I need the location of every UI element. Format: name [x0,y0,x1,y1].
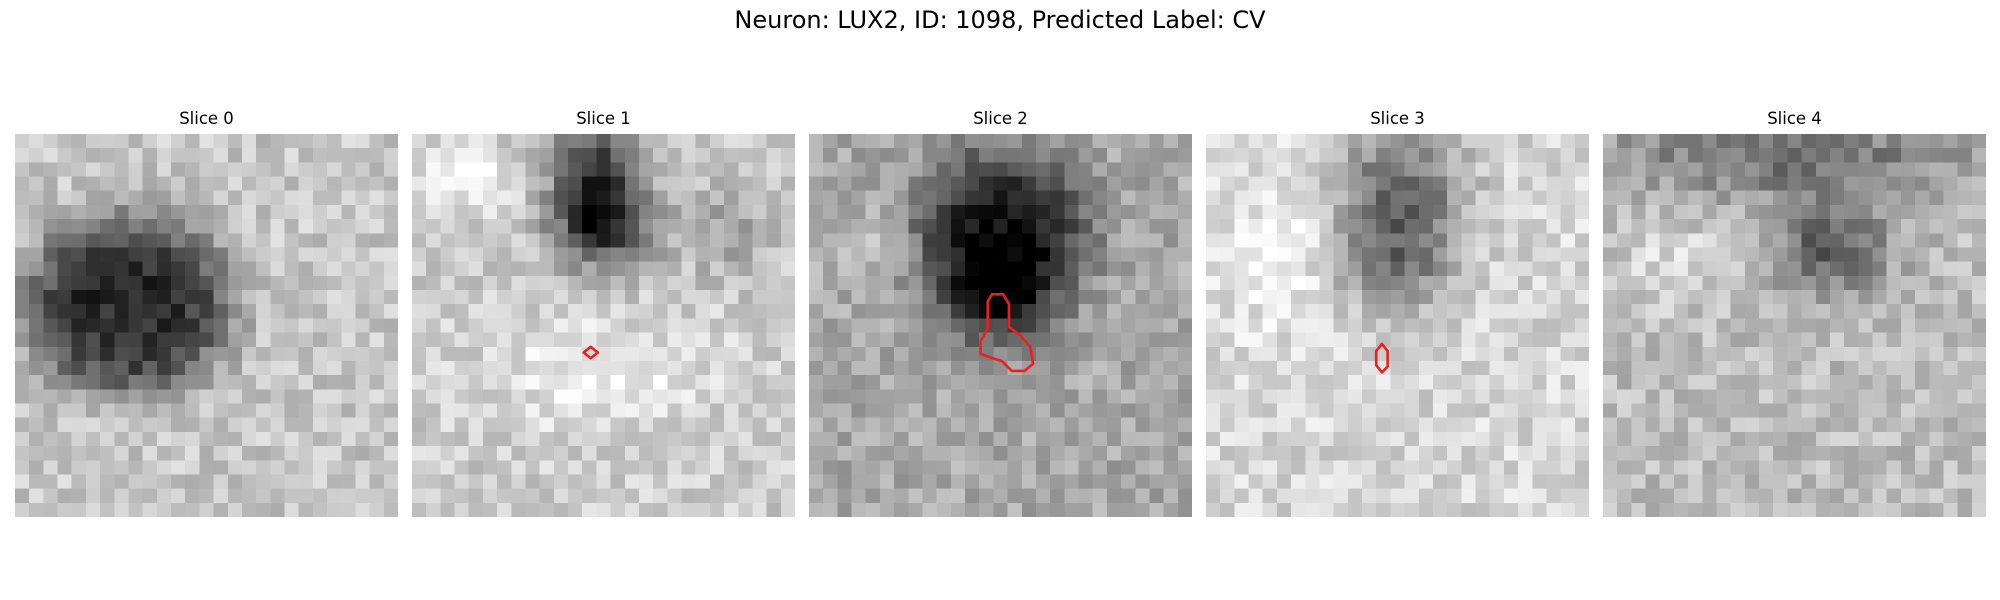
slice-image [809,134,1192,517]
slice-contour-overlay [15,134,398,517]
slice-panel-4: Slice 4 [1603,108,1986,517]
slice-image [1603,134,1986,517]
slice-title: Slice 0 [179,109,234,128]
slice-image [412,134,795,517]
slice-panel-1: Slice 1 [412,108,795,517]
slice-panel-3: Slice 3 [1206,108,1589,517]
segmentation-contour [979,293,1035,373]
segmentation-contour [582,345,600,360]
slice-panel-0: Slice 0 [15,108,398,517]
slice-title: Slice 2 [973,109,1028,128]
slice-contour-overlay [979,293,1035,373]
slice-title: Slice 1 [576,109,631,128]
slice-contour-overlay [582,345,600,360]
slice-image-canvas [1206,134,1589,517]
slice-image-canvas [412,134,795,517]
slice-image [1206,134,1589,517]
slice-title: Slice 3 [1370,109,1425,128]
slice-panel-2: Slice 2 [809,108,1192,517]
slice-title: Slice 4 [1767,109,1822,128]
slice-contour-overlay [1374,342,1389,374]
slice-image-canvas [809,134,1192,517]
slice-image-canvas [15,134,398,517]
slice-image [15,134,398,517]
slice-image-canvas [1603,134,1986,517]
slice-contour-overlay [1603,134,1986,517]
segmentation-contour [1374,342,1389,374]
figure-title: Neuron: LUX2, ID: 1098, Predicted Label:… [734,6,1266,34]
